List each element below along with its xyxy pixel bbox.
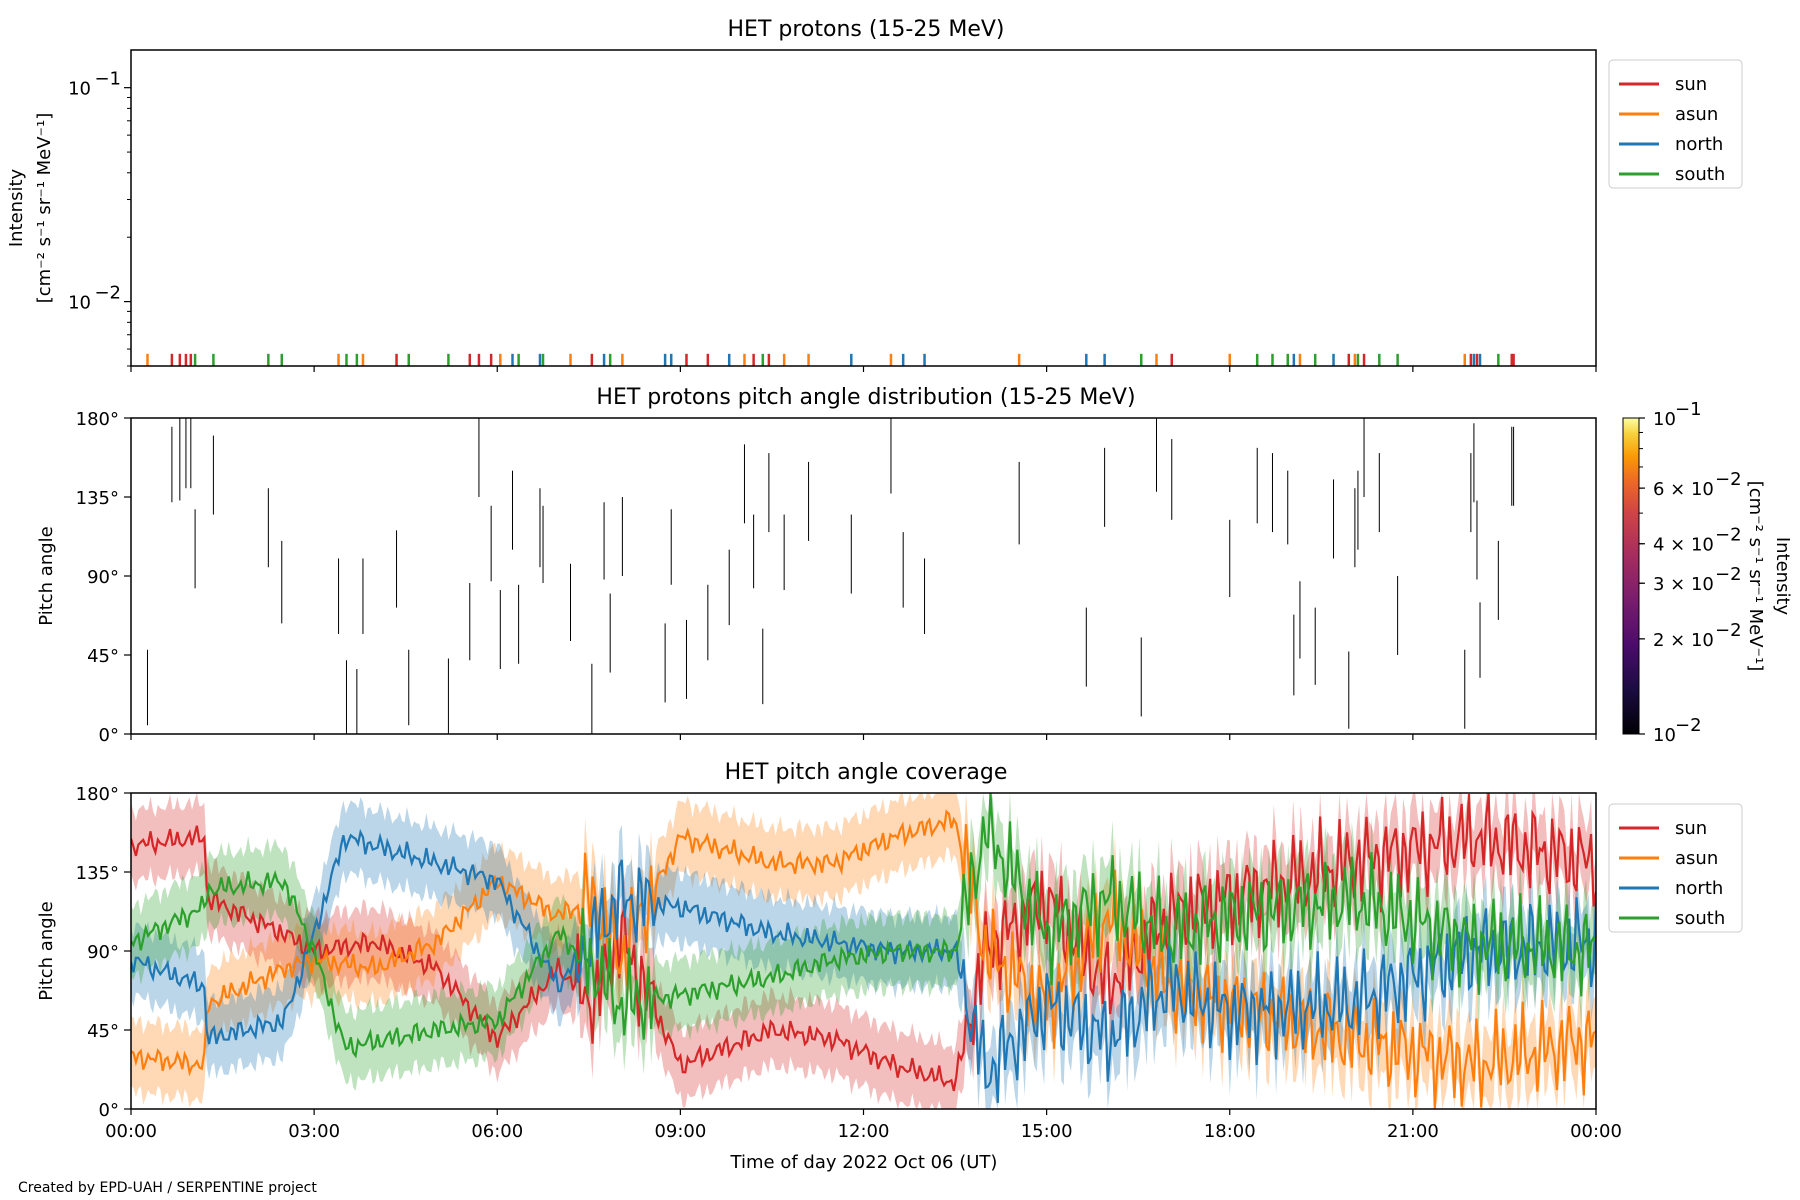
colorbar-ticks: 10 −16 × 10 −24 × 10 −23 × 10 −22 × 10 −210 −2 <box>1639 399 1742 746</box>
coverage-ytick-label: 135° <box>76 863 119 884</box>
coverage-xtick-label: 15:00 <box>1021 1121 1073 1142</box>
intensity-y-ticks: 10−110−2 <box>68 69 131 367</box>
coverage-line-north <box>131 828 1596 1103</box>
coverage-band-asun <box>131 793 1596 1109</box>
legend-label-north: north <box>1675 134 1723 155</box>
coverage-xtick-label: 00:00 <box>105 1121 157 1142</box>
colorbar-tick-exponent: −2 <box>1715 469 1742 490</box>
colorbar-tick-exponent: −2 <box>1715 525 1742 546</box>
coverage-ytick-label: 90° <box>87 942 119 963</box>
intensity-ytick-label: 10 <box>68 79 91 100</box>
colorbar-tick-exponent: −2 <box>1715 564 1742 585</box>
pad-colorbar: 10 −16 × 10 −24 × 10 −23 × 10 −22 × 10 −210 −2… <box>1622 399 1793 746</box>
pad-ytick-label: 135° <box>76 488 119 509</box>
colorbar-label-line1: Intensity <box>1772 537 1793 616</box>
coverage-ytick-label: 0° <box>99 1100 119 1121</box>
legend-label-south: south <box>1675 908 1725 929</box>
legend-frame <box>1608 59 1743 189</box>
legend-label-south: south <box>1675 164 1725 185</box>
coverage-lines <box>131 793 1596 1109</box>
intensity-ylabel-line2: [cm⁻² s⁻¹ sr⁻¹ MeV⁻¹] <box>34 113 55 304</box>
coverage-ylabel: Pitch angle <box>36 901 57 1000</box>
intensity-spikes <box>146 353 1515 366</box>
coverage-xtick-label: 18:00 <box>1204 1121 1256 1142</box>
intensity-ytick-exponent: −1 <box>94 69 121 90</box>
legend-label-asun: asun <box>1675 848 1718 869</box>
colorbar-gradient <box>1622 417 1640 735</box>
coverage-band-sun <box>131 793 1596 1109</box>
legend-label-north: north <box>1675 878 1723 899</box>
pad-title: HET protons pitch angle distribution (15… <box>596 385 1135 410</box>
coverage-xtick-label: 12:00 <box>838 1121 890 1142</box>
coverage-line-south <box>131 793 1596 1059</box>
pad-panel: HET protons pitch angle distribution (15… <box>36 385 1793 746</box>
colorbar-tick-exponent: −2 <box>1715 620 1742 641</box>
colorbar-tick-exponent: −1 <box>1675 399 1702 420</box>
coverage-xtick-label: 09:00 <box>654 1121 706 1142</box>
coverage-y-ticks: 0° 45° 90° 135° 180° <box>76 784 131 1121</box>
coverage-ytick-label: 180° <box>76 784 119 805</box>
intensity-axes-frame <box>130 49 1597 367</box>
colorbar-tick-exponent: −2 <box>1675 715 1702 736</box>
colorbar-tick-label: 2 × 10 <box>1653 630 1714 651</box>
pad-ytick-label: 0° <box>99 725 119 746</box>
coverage-xlabel: Time of day 2022 Oct 06 (UT) <box>730 1152 998 1173</box>
pad-segments <box>146 418 1515 734</box>
colorbar-tick-label: 3 × 10 <box>1653 574 1714 595</box>
legend-label-asun: asun <box>1675 104 1718 125</box>
coverage-ytick-label: 45° <box>87 1021 119 1042</box>
intensity-ytick-label: 10 <box>68 293 91 314</box>
pad-ylabel: Pitch angle <box>36 526 57 625</box>
coverage-band-north <box>131 797 1596 1109</box>
intensity-title: HET protons (15-25 MeV) <box>728 17 1005 42</box>
pad-axes-frame <box>130 417 1597 735</box>
credit-text: Created by EPD-UAH / SERPENTINE project <box>18 1180 317 1196</box>
colorbar-tick-label: 10 <box>1653 725 1676 746</box>
colorbar-tick-label: 6 × 10 <box>1653 479 1714 500</box>
legend-label-sun: sun <box>1675 818 1707 839</box>
pad-x-ticks <box>130 734 1597 740</box>
intensity-ylabel-line1: Intensity <box>6 168 27 247</box>
coverage-line-asun <box>131 809 1596 1109</box>
legend-label-sun: sun <box>1675 74 1707 95</box>
colorbar-tick-label: 10 <box>1653 409 1676 430</box>
intensity-x-ticks <box>130 366 1597 372</box>
intensity-ytick-exponent: −2 <box>94 283 121 304</box>
coverage-xtick-label: 06:00 <box>471 1121 523 1142</box>
coverage-x-ticks: 00:00 03:00 06:00 09:00 12:00 15:00 18:00 21:00… <box>105 1109 1622 1142</box>
coverage-title: HET pitch angle coverage <box>725 760 1008 785</box>
coverage-xtick-label: 00:00 <box>1570 1121 1622 1142</box>
coverage-legend: sun asun north south <box>1608 803 1743 933</box>
intensity-panel: HET protons (15-25 MeV) 10−110−2 Intensi… <box>6 17 1743 372</box>
intensity-legend: sun asun north south <box>1608 59 1743 189</box>
legend-frame <box>1608 803 1743 933</box>
pad-y-ticks: 0° 45° 90° 135° 180° <box>76 409 131 746</box>
pad-ytick-label: 45° <box>87 646 119 667</box>
colorbar-tick-label: 4 × 10 <box>1653 535 1714 556</box>
coverage-xtick-label: 21:00 <box>1387 1121 1439 1142</box>
pad-ytick-label: 90° <box>87 567 119 588</box>
colorbar-label-line2: [cm⁻² s⁻¹ sr⁻¹ MeV⁻¹] <box>1745 481 1766 672</box>
coverage-panel: HET pitch angle coverage 0° 45° 90° 135° 180… <box>36 760 1743 1173</box>
coverage-xtick-label: 03:00 <box>288 1121 340 1142</box>
pad-ytick-label: 180° <box>76 409 119 430</box>
